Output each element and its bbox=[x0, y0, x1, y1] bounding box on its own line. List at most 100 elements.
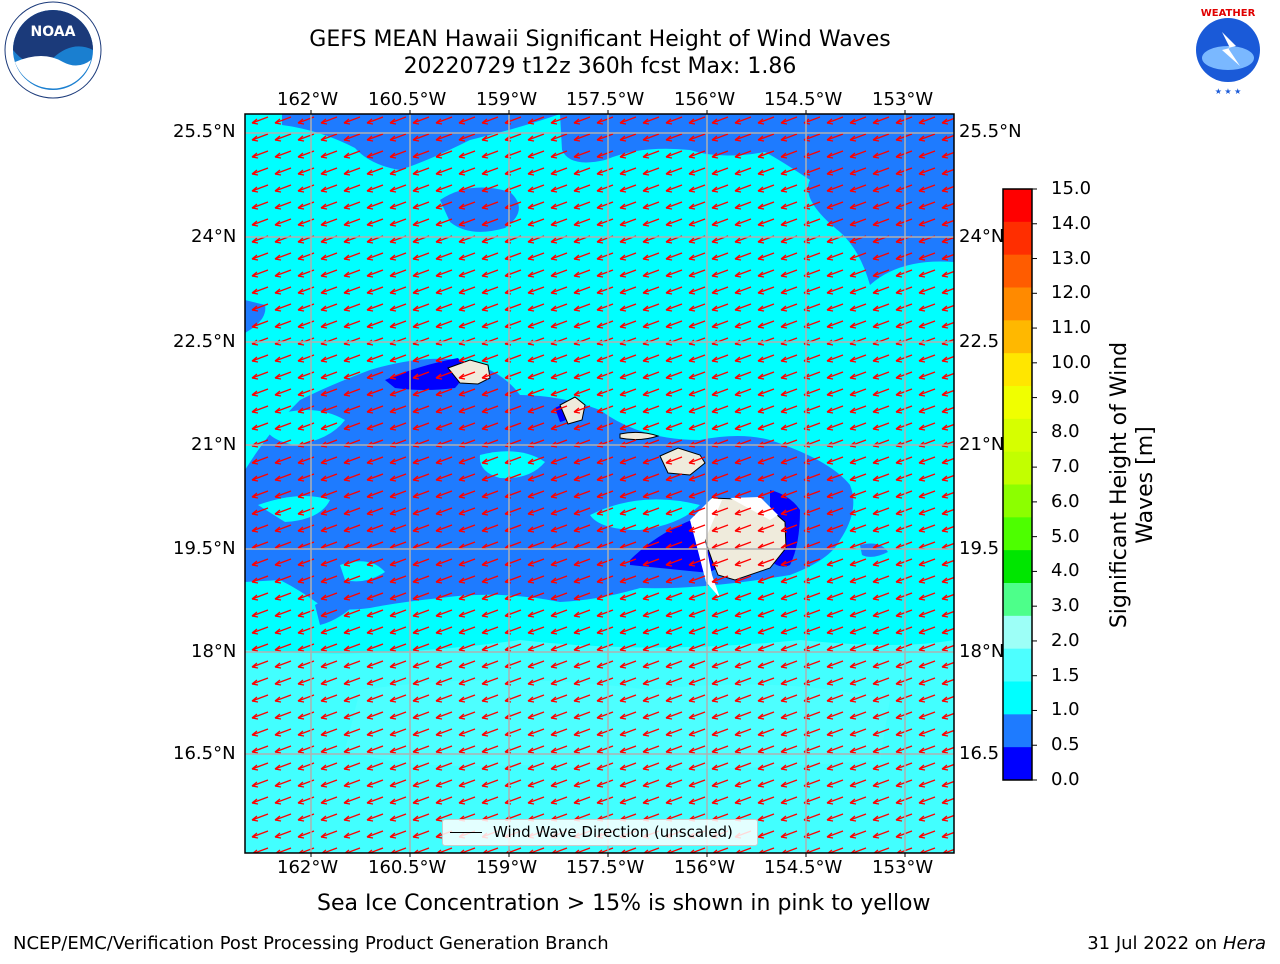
wind-arrow bbox=[918, 201, 936, 210]
wind-arrow bbox=[734, 609, 752, 618]
northeast-dark-patch bbox=[560, 114, 954, 285]
wind-arrow bbox=[827, 847, 844, 853]
wind-arrow bbox=[412, 167, 430, 176]
wind-arrow bbox=[734, 354, 752, 363]
wind-arrow bbox=[941, 831, 954, 839]
wind-arrow bbox=[734, 456, 752, 465]
wind-arrow bbox=[458, 456, 476, 465]
wind-arrow bbox=[274, 626, 292, 635]
wind-arrow bbox=[343, 184, 361, 193]
wind-arrow bbox=[642, 762, 660, 771]
wind-arrow bbox=[711, 388, 729, 397]
pale-wave-patch bbox=[345, 680, 890, 769]
wind-arrow bbox=[918, 473, 936, 482]
wind-arrow bbox=[780, 711, 798, 720]
wind-arrow bbox=[780, 626, 798, 635]
wind-arrow bbox=[435, 677, 453, 686]
wind-arrow bbox=[596, 592, 614, 601]
wind-arrow bbox=[435, 507, 453, 516]
wind-arrow bbox=[757, 677, 775, 686]
wind-arrow bbox=[849, 252, 867, 261]
wind-arrow bbox=[665, 779, 683, 788]
wind-arrow bbox=[435, 626, 453, 635]
wind-arrow bbox=[435, 354, 453, 363]
wind-arrow bbox=[596, 320, 614, 329]
wind-arrow bbox=[251, 524, 269, 533]
wind-arrow bbox=[320, 133, 338, 142]
lat-tick-right: 24°N bbox=[959, 226, 1005, 247]
wind-arrow bbox=[573, 592, 591, 601]
wind-arrow bbox=[366, 626, 384, 635]
wind-arrow bbox=[412, 677, 430, 686]
wind-arrow bbox=[941, 780, 954, 788]
wind-arrow bbox=[711, 473, 729, 482]
wind-arrow bbox=[619, 218, 637, 227]
wind-arrow bbox=[366, 711, 384, 720]
wind-arrow bbox=[412, 371, 430, 380]
wind-arrow bbox=[665, 558, 683, 567]
wind-arrow bbox=[251, 830, 269, 839]
wind-arrow bbox=[436, 847, 453, 853]
wind-arrow bbox=[573, 456, 591, 465]
wind-arrow bbox=[481, 456, 499, 465]
wind-arrow bbox=[942, 848, 954, 853]
wind-arrow bbox=[596, 677, 614, 686]
wind-arrow bbox=[757, 456, 775, 465]
wind-arrow bbox=[274, 643, 292, 652]
wind-arrow bbox=[343, 303, 361, 312]
wind-arrow bbox=[527, 252, 545, 261]
wind-arrow bbox=[435, 711, 453, 720]
wind-arrow bbox=[849, 558, 867, 567]
wind-arrow bbox=[642, 422, 660, 431]
wind-arrow bbox=[918, 779, 936, 788]
wind-arrow bbox=[251, 507, 269, 516]
map-frame bbox=[244, 113, 955, 854]
wind-arrow bbox=[826, 150, 844, 159]
wind-arrow bbox=[826, 490, 844, 499]
wind-arrow bbox=[872, 558, 890, 567]
wind-arrow bbox=[918, 762, 936, 771]
lon-tick-bottom: 159°W bbox=[476, 857, 538, 878]
wind-arrow bbox=[688, 592, 706, 601]
wind-arrow bbox=[412, 133, 430, 142]
wind-arrow bbox=[389, 286, 407, 295]
wind-arrow bbox=[274, 269, 292, 278]
wind-arrow bbox=[734, 303, 752, 312]
wind-arrow bbox=[872, 660, 890, 669]
wind-arrow bbox=[849, 677, 867, 686]
wind-arrow bbox=[550, 558, 568, 567]
wind-arrow bbox=[642, 711, 660, 720]
wind-arrow bbox=[642, 694, 660, 703]
wind-arrow bbox=[826, 354, 844, 363]
wind-arrow bbox=[596, 660, 614, 669]
wind-arrow bbox=[711, 184, 729, 193]
wind-arrow bbox=[872, 252, 890, 261]
wind-arrow bbox=[780, 405, 798, 414]
wind-arrow bbox=[527, 490, 545, 499]
wind-arrow bbox=[550, 405, 568, 414]
wind-arrow bbox=[826, 711, 844, 720]
island-maui bbox=[659, 447, 706, 476]
wind-arrow bbox=[734, 201, 752, 210]
wind-arrow bbox=[435, 660, 453, 669]
wind-arrow bbox=[343, 150, 361, 159]
wind-arrow bbox=[619, 779, 637, 788]
wind-arrow bbox=[711, 779, 729, 788]
wind-arrow bbox=[918, 643, 936, 652]
wind-arrow bbox=[826, 813, 844, 822]
wind-arrow bbox=[688, 218, 706, 227]
wind-arrow bbox=[619, 456, 637, 465]
wind-arrow bbox=[872, 388, 890, 397]
wind-arrow bbox=[826, 133, 844, 142]
wind-arrow bbox=[688, 388, 706, 397]
lon-tick-top: 156°W bbox=[674, 89, 736, 110]
wind-arrow bbox=[390, 847, 407, 853]
wind-arrow bbox=[619, 388, 637, 397]
wind-arrow bbox=[619, 422, 637, 431]
wind-arrow bbox=[619, 745, 637, 754]
wind-arrow bbox=[918, 320, 936, 329]
wind-arrow bbox=[642, 252, 660, 261]
wind-arrow bbox=[412, 796, 430, 805]
wind-arrow bbox=[780, 813, 798, 822]
wind-arrow bbox=[895, 490, 913, 499]
